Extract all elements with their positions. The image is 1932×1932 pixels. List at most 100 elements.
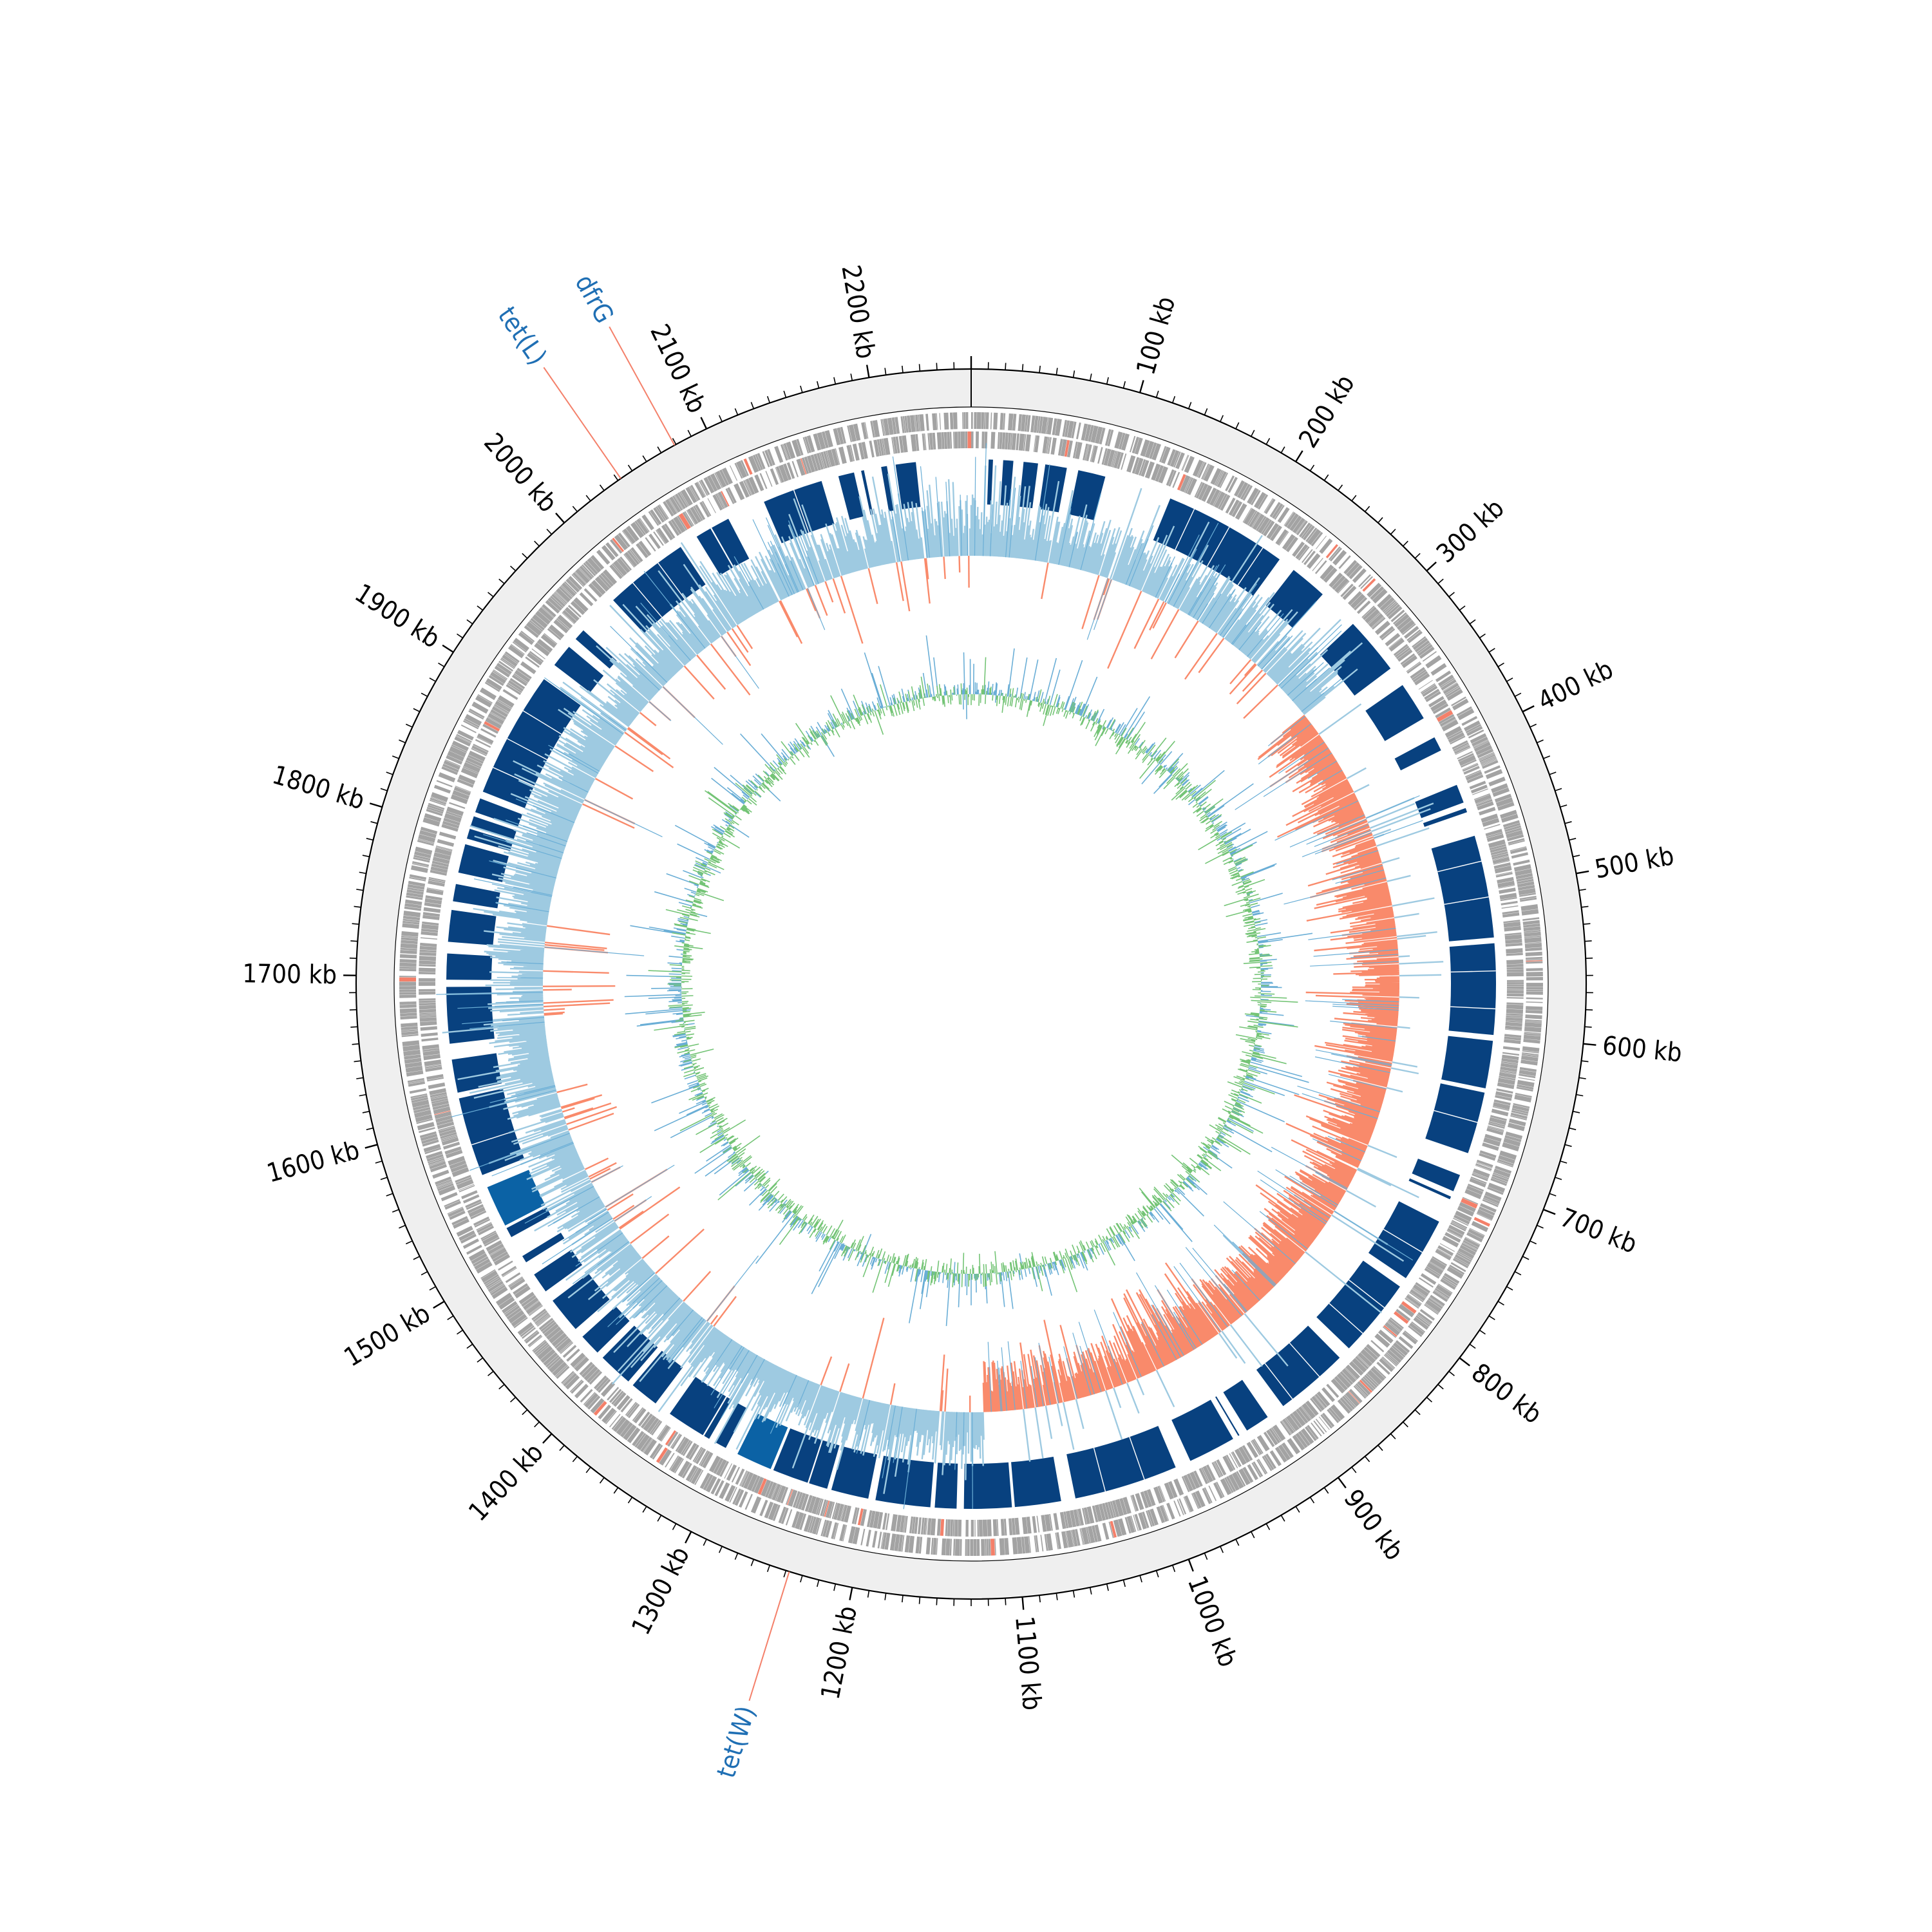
conserved-block bbox=[963, 1462, 1012, 1509]
minor-tick bbox=[429, 1286, 436, 1291]
minor-tick bbox=[1560, 804, 1567, 808]
minor-tick bbox=[1578, 1077, 1586, 1079]
minor-tick bbox=[1506, 677, 1513, 682]
block-separator bbox=[493, 767, 535, 787]
conserved-block bbox=[712, 518, 750, 567]
conserved-block bbox=[1171, 1399, 1233, 1461]
minor-tick bbox=[1122, 1580, 1126, 1587]
major-tick bbox=[542, 1433, 553, 1444]
minor-tick bbox=[1564, 821, 1572, 824]
conserved-block bbox=[895, 462, 921, 509]
minor-tick bbox=[613, 1487, 619, 1494]
minor-tick bbox=[1106, 1584, 1109, 1591]
minor-tick bbox=[438, 662, 445, 667]
conserved-block bbox=[697, 528, 733, 574]
minor-tick bbox=[1204, 408, 1208, 415]
minor-tick bbox=[884, 1593, 887, 1600]
gene-label: dfrG bbox=[569, 270, 620, 328]
minor-tick bbox=[1583, 923, 1591, 925]
conserved-block bbox=[446, 987, 495, 1044]
minor-tick bbox=[750, 402, 755, 409]
minor-tick bbox=[672, 1523, 677, 1530]
minor-tick bbox=[1378, 1444, 1383, 1451]
conserved-block bbox=[715, 1403, 747, 1448]
minor-tick bbox=[457, 1329, 464, 1335]
major-tick bbox=[700, 417, 708, 430]
minor-tick bbox=[1469, 619, 1476, 625]
conserved-block bbox=[875, 1455, 934, 1508]
minor-tick bbox=[466, 1343, 473, 1349]
minor-tick bbox=[817, 381, 820, 388]
conserved-block bbox=[838, 472, 864, 520]
tick-label: 2100 kb bbox=[644, 320, 712, 418]
tick-label: 1100 kb bbox=[1009, 1615, 1046, 1712]
minor-tick bbox=[1390, 1433, 1396, 1439]
minor-tick bbox=[1309, 1497, 1315, 1504]
major-tick bbox=[1426, 562, 1437, 572]
minor-tick bbox=[457, 633, 464, 639]
conserved-block bbox=[1394, 737, 1441, 771]
block-separator bbox=[1349, 1279, 1385, 1309]
minor-tick bbox=[1323, 474, 1329, 481]
minor-tick bbox=[1155, 390, 1159, 398]
tick-label: 1600 kb bbox=[264, 1135, 363, 1189]
major-tick bbox=[866, 365, 870, 378]
major-tick bbox=[849, 1587, 853, 1600]
minor-tick bbox=[936, 363, 938, 370]
minor-tick bbox=[1220, 1546, 1224, 1553]
minor-tick bbox=[1351, 1466, 1357, 1473]
minor-tick bbox=[1309, 464, 1315, 471]
tick-label: 1000 kb bbox=[1182, 1572, 1243, 1671]
minor-tick bbox=[1488, 648, 1495, 653]
minor-tick bbox=[1155, 1570, 1159, 1578]
conserved-block bbox=[861, 470, 873, 515]
minor-tick bbox=[359, 871, 366, 875]
minor-tick bbox=[534, 540, 540, 547]
minor-tick bbox=[509, 565, 516, 571]
gene-label-connector bbox=[609, 326, 676, 446]
gc-skew-inward bbox=[542, 555, 1400, 1412]
minor-tick bbox=[352, 1043, 359, 1045]
minor-tick bbox=[884, 368, 887, 375]
minor-tick bbox=[559, 1444, 565, 1451]
conserved-block bbox=[1441, 1036, 1493, 1089]
conserved-block bbox=[448, 909, 497, 945]
minor-tick bbox=[366, 838, 374, 841]
major-tick bbox=[1188, 1558, 1194, 1572]
conserved-block bbox=[459, 1088, 525, 1175]
tick-label: 500 kb bbox=[1593, 841, 1676, 885]
minor-tick bbox=[1514, 1271, 1522, 1276]
tick-label: 900 kb bbox=[1338, 1484, 1409, 1566]
minor-tick bbox=[1056, 1593, 1058, 1600]
block-separator bbox=[1289, 1342, 1320, 1378]
block-separator bbox=[658, 562, 685, 600]
minor-tick bbox=[488, 592, 494, 598]
minor-tick bbox=[687, 430, 692, 437]
minor-tick bbox=[1560, 1160, 1567, 1164]
minor-tick bbox=[1514, 692, 1522, 697]
minor-tick bbox=[585, 495, 591, 502]
minor-tick bbox=[718, 1546, 723, 1553]
major-tick bbox=[1337, 1477, 1347, 1489]
minor-tick bbox=[902, 1595, 904, 1603]
conserved-block bbox=[1368, 1201, 1439, 1278]
minor-tick bbox=[380, 1177, 388, 1180]
minor-tick bbox=[1403, 540, 1408, 547]
minor-tick bbox=[817, 1580, 820, 1587]
minor-tick bbox=[850, 374, 853, 381]
minor-tick bbox=[1188, 402, 1192, 409]
tick-label: 1400 kb bbox=[463, 1438, 549, 1528]
minor-tick bbox=[1265, 1523, 1271, 1530]
minor-tick bbox=[522, 1409, 528, 1416]
minor-tick bbox=[466, 619, 473, 625]
major-tick bbox=[685, 1531, 692, 1544]
major-tick bbox=[442, 644, 454, 653]
minor-tick bbox=[833, 377, 837, 384]
block-separator bbox=[1434, 1110, 1478, 1123]
minor-tick bbox=[359, 1094, 366, 1097]
minor-tick bbox=[1235, 422, 1240, 430]
minor-tick bbox=[642, 1506, 647, 1513]
minor-tick bbox=[734, 408, 739, 415]
block-separator bbox=[793, 489, 810, 533]
minor-tick bbox=[1005, 363, 1007, 370]
